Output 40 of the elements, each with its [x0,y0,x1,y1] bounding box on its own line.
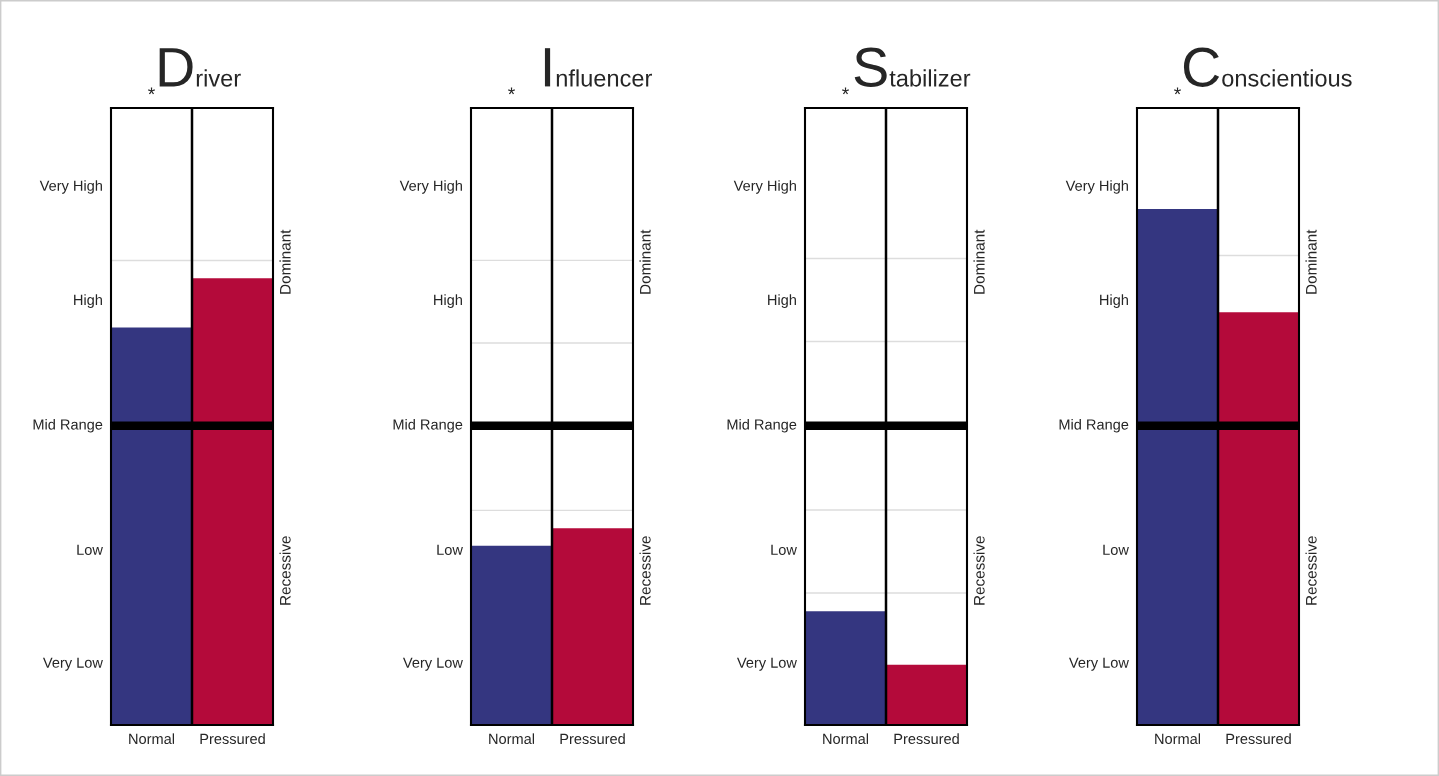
text: Low [437,544,463,555]
text: * [508,87,515,95]
text: Low [771,544,797,555]
text: High [74,294,102,308]
text: * [1174,87,1181,95]
text: Low [77,544,103,555]
x-tick-label: Normal [823,733,869,745]
x-tick-label: Normal [489,733,535,745]
text: Mid Range [727,418,797,433]
text: Very High [39,180,102,194]
text: Dominant [279,229,291,294]
text: Very Low [42,657,103,671]
text: * [842,87,849,95]
text: * [148,87,155,95]
text: Dominant [1305,229,1317,294]
text: Recessive [1305,536,1317,605]
text: Very High [733,180,796,194]
x-tick-label: Pressured [560,733,625,745]
text: High [434,294,462,308]
text: Mid Range [393,418,463,433]
text: Very Low [402,657,463,671]
text: Very Low [736,657,797,671]
text: Low [1103,544,1129,555]
text: Very Low [1068,657,1129,671]
text: High [768,294,796,308]
x-tick-label: Pressured [1226,733,1291,745]
text: Very High [399,180,462,194]
text: Recessive [639,536,651,605]
x-tick-label: Pressured [200,733,265,745]
text: Very High [1065,180,1128,194]
text: Recessive [279,536,291,605]
text: Recessive [973,536,985,605]
text: Dominant [973,229,985,294]
x-tick-label: Pressured [894,733,959,745]
x-tick-label: Normal [1155,733,1201,745]
text: Mid Range [33,418,103,433]
text: Mid Range [1059,418,1129,433]
text: Dominant [639,229,651,294]
text: High [1100,294,1128,308]
x-tick-label: Normal [129,733,175,745]
